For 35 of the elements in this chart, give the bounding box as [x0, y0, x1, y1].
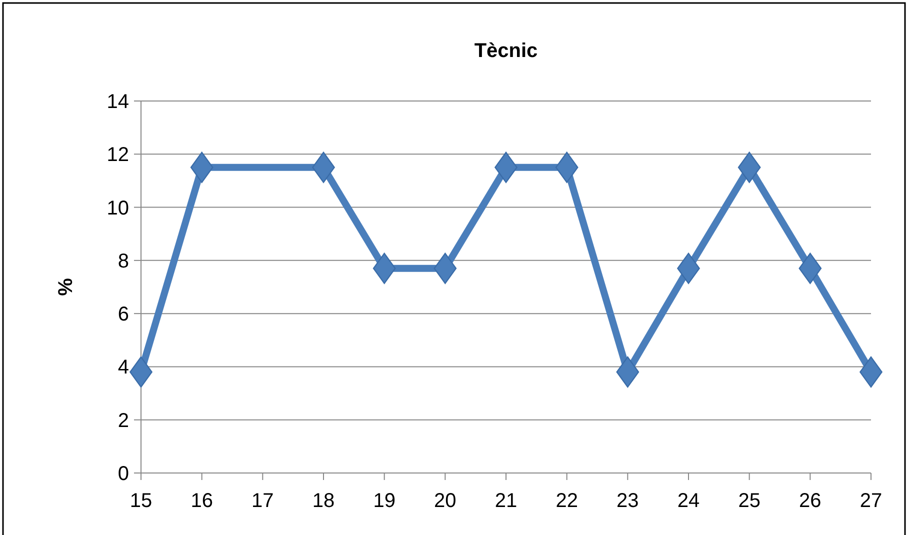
point — [190, 152, 214, 183]
point — [677, 252, 700, 284]
point — [494, 152, 518, 183]
point — [372, 252, 396, 284]
x-tick-label: 16 — [190, 490, 213, 512]
x-tick-label: 22 — [556, 490, 578, 512]
y-tick-label: 12 — [106, 144, 129, 166]
point — [738, 152, 761, 183]
x-tick-label: 18 — [312, 490, 335, 512]
x-tick-label: 24 — [677, 490, 700, 512]
y-tick-label: 8 — [118, 250, 129, 272]
y-axis-title: % — [55, 278, 77, 296]
point — [616, 356, 640, 388]
chart-title: Tècnic — [474, 40, 538, 62]
point — [798, 252, 822, 284]
x-tick-label: 23 — [616, 490, 639, 512]
x-tick-label: 20 — [434, 490, 456, 512]
y-tick-label: 4 — [118, 356, 129, 379]
x-tick-label: 26 — [799, 490, 822, 512]
y-tick-label: 2 — [118, 410, 129, 432]
point — [555, 152, 578, 183]
x-tick-label: 27 — [860, 490, 882, 512]
y-tick-label: 14 — [106, 91, 129, 113]
y-tick-label: 0 — [118, 463, 129, 485]
x-tick-label: 21 — [494, 490, 518, 512]
point — [860, 356, 882, 388]
point — [434, 252, 457, 284]
point — [130, 356, 152, 388]
y-tick-label: 6 — [118, 304, 129, 326]
x-tick-label: 25 — [738, 490, 760, 512]
y-tick-label: 10 — [106, 197, 129, 220]
point — [312, 152, 335, 183]
x-tick-label: 17 — [252, 490, 274, 512]
x-tick-label: 19 — [373, 490, 396, 512]
x-tick-label: 15 — [130, 490, 152, 512]
